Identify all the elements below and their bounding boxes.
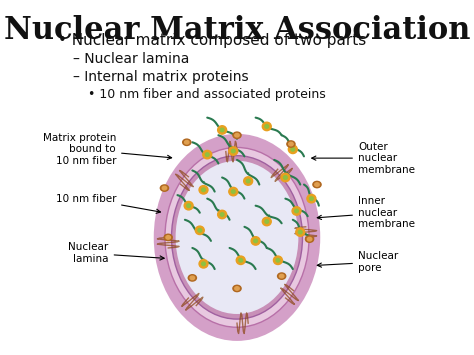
Circle shape xyxy=(187,204,191,207)
Circle shape xyxy=(236,256,245,264)
Ellipse shape xyxy=(160,185,169,191)
Circle shape xyxy=(229,147,238,155)
Text: – Nuclear lamina: – Nuclear lamina xyxy=(73,53,190,66)
Circle shape xyxy=(218,126,227,134)
Ellipse shape xyxy=(305,236,314,242)
Circle shape xyxy=(251,237,260,245)
Ellipse shape xyxy=(278,273,286,279)
Circle shape xyxy=(276,258,280,262)
Circle shape xyxy=(307,195,316,203)
Circle shape xyxy=(220,213,224,216)
Ellipse shape xyxy=(307,237,312,241)
Text: 10 nm fiber: 10 nm fiber xyxy=(55,193,161,213)
Ellipse shape xyxy=(162,186,167,190)
Ellipse shape xyxy=(190,276,195,280)
Circle shape xyxy=(239,258,243,262)
Ellipse shape xyxy=(235,133,239,137)
Circle shape xyxy=(295,209,299,213)
Circle shape xyxy=(201,262,205,266)
Circle shape xyxy=(310,197,313,200)
Ellipse shape xyxy=(233,285,241,291)
Circle shape xyxy=(262,217,271,226)
Circle shape xyxy=(218,210,227,219)
Ellipse shape xyxy=(235,287,239,290)
Ellipse shape xyxy=(313,181,321,188)
Ellipse shape xyxy=(188,275,196,281)
Circle shape xyxy=(283,176,287,179)
Text: Nuclear
lamina: Nuclear lamina xyxy=(68,242,164,264)
Text: Nuclear
pore: Nuclear pore xyxy=(317,251,398,273)
Ellipse shape xyxy=(233,132,241,138)
Circle shape xyxy=(203,151,212,159)
Ellipse shape xyxy=(315,183,319,186)
Ellipse shape xyxy=(289,142,293,146)
Ellipse shape xyxy=(166,236,170,239)
Circle shape xyxy=(199,260,208,268)
Text: Inner
nuclear
membrane: Inner nuclear membrane xyxy=(317,196,415,229)
Circle shape xyxy=(205,153,209,156)
Circle shape xyxy=(229,187,238,196)
Circle shape xyxy=(299,230,302,234)
Circle shape xyxy=(273,256,283,264)
Circle shape xyxy=(231,149,235,153)
Circle shape xyxy=(199,186,208,194)
Circle shape xyxy=(198,229,201,232)
Circle shape xyxy=(296,228,305,236)
Text: Matrix protein
bound to
10 nm fiber: Matrix protein bound to 10 nm fiber xyxy=(43,133,172,166)
Ellipse shape xyxy=(172,155,302,319)
Ellipse shape xyxy=(164,234,172,241)
Circle shape xyxy=(265,220,269,223)
Circle shape xyxy=(220,128,224,132)
Ellipse shape xyxy=(287,141,295,147)
Circle shape xyxy=(195,226,204,235)
Text: – Internal matrix proteins: – Internal matrix proteins xyxy=(73,70,249,84)
Circle shape xyxy=(262,122,271,131)
Text: Outer
nuclear
membrane: Outer nuclear membrane xyxy=(312,142,415,175)
Text: • 10 nm fiber and associated proteins: • 10 nm fiber and associated proteins xyxy=(88,88,326,101)
Ellipse shape xyxy=(175,161,299,314)
Circle shape xyxy=(291,148,295,151)
Ellipse shape xyxy=(279,274,284,278)
Ellipse shape xyxy=(184,141,189,144)
Circle shape xyxy=(246,179,250,183)
Text: • Nuclear matrix composed of two parts: • Nuclear matrix composed of two parts xyxy=(58,33,367,48)
Ellipse shape xyxy=(182,139,191,146)
Ellipse shape xyxy=(165,147,309,327)
Text: Nuclear Matrix Association: Nuclear Matrix Association xyxy=(4,16,470,47)
Circle shape xyxy=(184,201,193,210)
Circle shape xyxy=(288,145,297,154)
Circle shape xyxy=(265,125,269,128)
Circle shape xyxy=(254,239,257,243)
Circle shape xyxy=(281,173,290,182)
Circle shape xyxy=(201,188,205,192)
Circle shape xyxy=(292,207,301,215)
Ellipse shape xyxy=(155,135,319,339)
Circle shape xyxy=(244,177,253,185)
Circle shape xyxy=(231,190,235,193)
